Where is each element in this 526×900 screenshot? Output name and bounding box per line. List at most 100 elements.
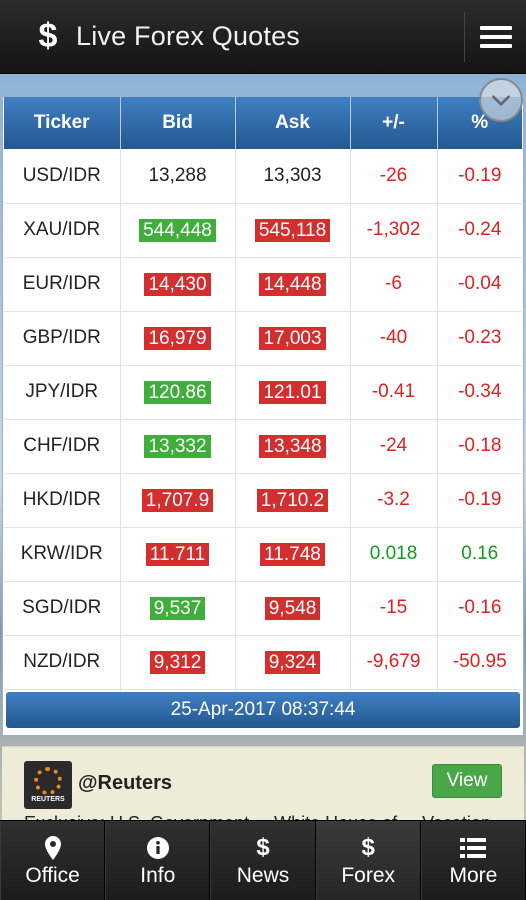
news-source-handle: @Reuters	[78, 772, 172, 794]
table-row[interactable]: EUR/IDR 14,430 14,448 -6 -0.04	[4, 257, 522, 312]
table-header-row: Ticker Bid Ask +/- %	[4, 97, 522, 149]
nav-item-info[interactable]: Info	[105, 821, 211, 900]
change-cell: 0.018	[350, 527, 438, 582]
percent-cell: -0.04	[437, 257, 522, 312]
change-cell: -6	[350, 257, 438, 312]
change-cell: -3.2	[350, 473, 438, 528]
bid-cell: 13,288	[120, 149, 236, 204]
change-cell: -1,302	[350, 203, 438, 258]
bid-value-badge: 14,430	[144, 272, 211, 296]
ask-cell: 13,348	[235, 419, 351, 474]
change-cell: -26	[350, 149, 438, 204]
table-row[interactable]: GBP/IDR 16,979 17,003 -40 -0.23	[4, 311, 522, 366]
ask-cell: 1,710.2	[235, 473, 351, 528]
percent-cell: -0.16	[437, 581, 522, 636]
ticker-cell: GBP/IDR	[4, 311, 121, 366]
table-row[interactable]: USD/IDR 13,288 13,303 -26 -0.19	[4, 149, 522, 204]
bid-value-badge: 9,537	[149, 596, 206, 620]
ask-cell: 11.748	[235, 527, 351, 582]
column-header-ticker[interactable]: Ticker	[4, 97, 121, 149]
bid-cell: 120.86	[120, 365, 236, 420]
bid-value-badge: 1,707.9	[141, 488, 214, 512]
bid-cell: 9,537	[120, 581, 236, 636]
bid-cell: 544,448	[120, 203, 236, 258]
ask-cell: 9,548	[235, 581, 351, 636]
table-row[interactable]: KRW/IDR 11.711 11.748 0.018 0.16	[4, 527, 522, 582]
location-pin-icon	[44, 834, 61, 862]
ticker-cell: EUR/IDR	[4, 257, 121, 312]
nav-item-more[interactable]: More	[420, 821, 526, 900]
dollar-logo-icon: $	[38, 17, 58, 55]
bottom-nav: Office Info $ News $ Forex More	[0, 820, 526, 900]
ask-value-badge: 121.01	[259, 380, 326, 404]
table-row[interactable]: HKD/IDR 1,707.9 1,710.2 -3.2 -0.19	[4, 473, 522, 528]
percent-cell: 0.16	[437, 527, 522, 582]
ask-cell: 14,448	[235, 257, 351, 312]
ask-value-badge: 9,548	[264, 596, 321, 620]
nav-item-news[interactable]: $ News	[210, 821, 316, 900]
bid-cell: 13,332	[120, 419, 236, 474]
percent-cell: -50.95	[437, 635, 522, 690]
ask-cell: 17,003	[235, 311, 351, 366]
bid-cell: 11.711	[120, 527, 236, 582]
hamburger-icon	[479, 21, 512, 53]
percent-cell: -0.19	[437, 149, 522, 204]
bid-cell: 16,979	[120, 311, 236, 366]
ticker-cell: HKD/IDR	[4, 473, 121, 528]
last-updated-timestamp: 25-Apr-2017 08:37:44	[6, 691, 520, 728]
column-header-bid[interactable]: Bid	[120, 97, 236, 149]
nav-item-forex[interactable]: $ Forex	[315, 821, 421, 900]
table-row[interactable]: NZD/IDR 9,312 9,324 -9,679 -50.95	[4, 635, 522, 690]
table-row[interactable]: CHF/IDR 13,332 13,348 -24 -0.18	[4, 419, 522, 474]
table-row[interactable]: XAU/IDR 544,448 545,118 -1,302 -0.24	[4, 203, 522, 258]
table-row[interactable]: SGD/IDR 9,537 9,548 -15 -0.16	[4, 581, 522, 636]
nav-item-office[interactable]: Office	[0, 821, 106, 900]
ticker-cell: JPY/IDR	[4, 365, 121, 420]
bid-value-badge: 16,979	[144, 326, 211, 350]
change-cell: -40	[350, 311, 438, 366]
percent-cell: -0.18	[437, 419, 522, 474]
ticker-cell: SGD/IDR	[4, 581, 121, 636]
change-cell: -0.41	[350, 365, 438, 420]
menu-button[interactable]	[464, 12, 526, 62]
percent-cell: -0.24	[437, 203, 522, 258]
quotes-table: Ticker Bid Ask +/- % USD/IDR 13,288 13,303…	[4, 97, 522, 690]
nav-label: News	[236, 863, 290, 887]
percent-cell: -0.19	[437, 473, 522, 528]
ask-cell: 13,303	[235, 149, 351, 204]
ask-value-badge: 13,348	[259, 434, 326, 458]
bid-cell: 1,707.9	[120, 473, 236, 528]
nav-label: Forex	[341, 863, 396, 887]
reuters-logo-icon: REUTERS	[24, 761, 72, 809]
app-bar: $ Live Forex Quotes	[0, 0, 526, 74]
percent-cell: -0.23	[437, 311, 522, 366]
news-card[interactable]: REUTERS @Reuters View Exclusive: U.S. Go…	[2, 746, 524, 826]
nav-label: More	[449, 863, 498, 887]
bid-value-badge: 120.86	[144, 380, 211, 404]
ask-value-badge: 1,710.2	[256, 488, 329, 512]
change-cell: -24	[350, 419, 438, 474]
view-button[interactable]: View	[432, 764, 502, 798]
bid-cell: 14,430	[120, 257, 236, 312]
ask-value-badge: 17,003	[259, 326, 326, 350]
nav-label: Info	[140, 863, 176, 887]
bid-value-badge: 544,448	[139, 218, 216, 242]
ask-cell: 121.01	[235, 365, 351, 420]
bid-value-badge: 11.711	[145, 542, 210, 566]
ticker-cell: KRW/IDR	[4, 527, 121, 582]
change-cell: -15	[350, 581, 438, 636]
dollar-icon: $	[361, 833, 375, 861]
info-icon	[146, 834, 170, 862]
nav-label: Office	[25, 863, 80, 887]
ask-value-badge: 14,448	[259, 272, 326, 296]
table-row[interactable]: JPY/IDR 120.86 121.01 -0.41 -0.34	[4, 365, 522, 420]
ticker-cell: CHF/IDR	[4, 419, 121, 474]
list-icon	[460, 834, 487, 862]
column-header-change[interactable]: +/-	[350, 97, 438, 149]
change-cell: -9,679	[350, 635, 438, 690]
collapse-toggle-button[interactable]	[479, 78, 523, 122]
dollar-icon: $	[256, 833, 270, 861]
percent-cell: -0.34	[437, 365, 522, 420]
column-header-ask[interactable]: Ask	[235, 97, 351, 149]
chevron-down-icon	[492, 95, 510, 106]
